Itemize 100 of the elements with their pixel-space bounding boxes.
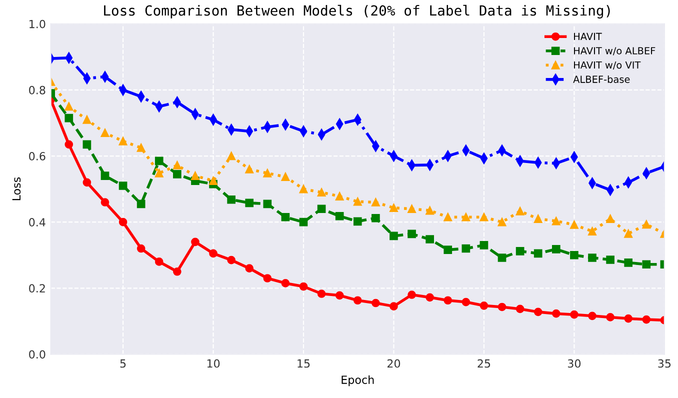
point [118,182,128,190]
point [317,188,326,197]
point [480,301,488,310]
point [606,313,614,322]
x-axis-title: Epoch [342,375,374,386]
point [118,136,128,146]
point [390,232,398,240]
y-tick-label: 0.4 [29,218,46,226]
point [408,204,416,214]
point [281,172,290,181]
y-tick-label: 0.2 [29,284,45,293]
point [480,212,488,222]
point [552,216,560,226]
point [100,198,110,206]
point [624,258,633,267]
point [390,204,398,212]
point [173,161,182,170]
point [516,246,524,256]
point [136,244,146,253]
x-tick-label: 15 [298,359,310,368]
point [227,152,236,160]
point [552,245,560,254]
point [64,140,74,149]
point [372,214,380,222]
point [118,218,128,226]
x-tick-label: 10 [207,359,220,368]
point [64,114,74,122]
point [444,246,452,254]
point [100,172,110,180]
x-tick-label: 5 [120,359,126,368]
point [534,308,542,316]
point [516,207,524,216]
y-tick-label: 0.0 [29,350,46,359]
point [624,229,633,238]
point [82,140,92,149]
point [209,176,218,185]
point [227,195,236,204]
point [480,241,488,250]
point [281,279,290,288]
point [191,172,200,180]
point [570,310,578,319]
point [552,309,560,318]
point [516,304,524,314]
point [173,170,182,178]
legend-label: HAVIT w/o ALBEF [574,47,656,56]
legend-label: ALBEF-base [573,75,630,83]
point [317,290,326,298]
point [245,165,254,174]
point [136,200,146,208]
point [372,298,380,308]
point [335,212,344,220]
point [534,214,542,223]
point [606,214,614,223]
point [64,102,74,111]
point [642,315,651,324]
point [426,206,434,215]
point [462,212,470,222]
point [353,197,362,206]
point [444,296,452,305]
point [227,256,236,264]
point [444,212,452,222]
point [498,254,506,262]
point [570,250,578,260]
point [390,302,398,310]
point [353,296,362,305]
point [408,230,416,238]
point [462,244,470,253]
point [462,298,470,306]
point [299,184,308,194]
point [426,293,434,302]
point [498,302,506,312]
point [82,116,92,124]
y-tick-label: 0.8 [29,86,46,94]
point [136,144,146,152]
point [570,220,578,229]
point [624,314,633,323]
point [426,235,434,244]
x-tick-label: 25 [478,359,490,368]
point [299,282,308,291]
x-tick-label: 20 [387,359,400,368]
x-tick-label: 30 [568,359,581,368]
point [154,169,164,178]
point [100,128,110,138]
point [263,274,272,282]
point [82,178,92,187]
point [588,254,596,262]
point [534,249,542,258]
point [299,218,308,226]
x-tick-label: 35 [658,359,671,368]
point [353,217,362,226]
point [173,267,182,276]
point [209,249,218,258]
point [335,192,344,200]
point [263,200,272,208]
point [245,264,254,272]
point [191,238,200,246]
point [588,227,596,236]
point [154,258,164,266]
point [372,198,380,206]
y-tick-label: 1.0 [30,20,46,28]
